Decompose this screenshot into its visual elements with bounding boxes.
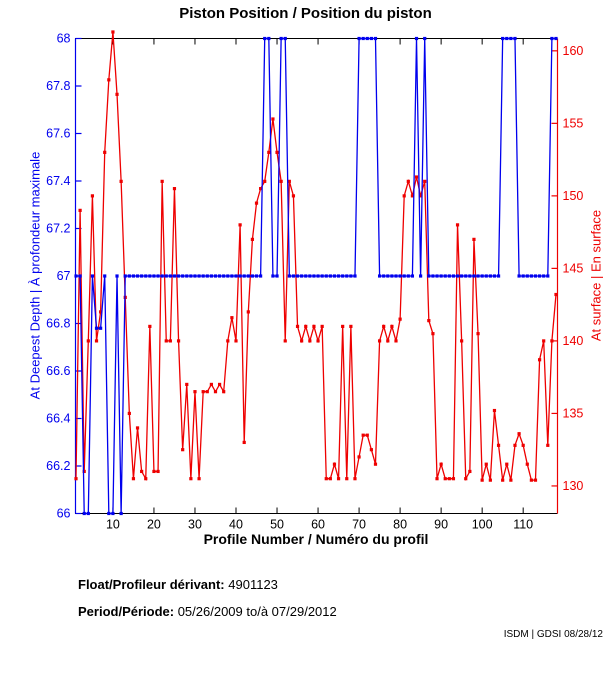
svg-text:67.6: 67.6 (46, 127, 70, 141)
svg-text:20: 20 (147, 518, 161, 532)
svg-text:30: 30 (188, 518, 202, 532)
axis-tick-labels: 10 20 30 40 50 60 70 80 90 100 110 66 66.2 66.4 66.6 66… (46, 32, 583, 532)
axis-ticks (75, 37, 558, 515)
svg-text:67.4: 67.4 (46, 174, 70, 188)
svg-text:66.2: 66.2 (46, 459, 70, 473)
svg-text:67.8: 67.8 (46, 79, 70, 93)
svg-text:160: 160 (563, 44, 584, 58)
period-value: 05/26/2009 to/à 07/29/2012 (177, 604, 337, 619)
svg-text:66.6: 66.6 (46, 364, 70, 378)
svg-text:135: 135 (563, 406, 584, 420)
issuer-stamp: ISDM | GDSI 08/28/12 (503, 629, 603, 640)
period-label: Period/Période: (78, 604, 175, 619)
svg-text:110: 110 (513, 518, 533, 532)
surface-series (74, 30, 558, 482)
piston-chart-plot: 10 20 30 40 50 60 70 80 90 100 110 66 66.2 66.4 66.6 66… (46, 30, 583, 532)
svg-text:90: 90 (434, 518, 448, 532)
svg-text:50: 50 (270, 518, 284, 532)
svg-text:10: 10 (106, 518, 120, 532)
svg-text:66.8: 66.8 (46, 317, 70, 331)
float-id-label: Float/Profileur dérivant: (78, 577, 225, 592)
svg-text:67.2: 67.2 (46, 222, 70, 236)
x-axis-label: Profile Number / Numéro du profil (203, 531, 429, 547)
svg-text:60: 60 (311, 518, 325, 532)
period-line: Period/Période: 05/26/2009 to/à 07/29/20… (78, 604, 337, 619)
svg-text:80: 80 (393, 518, 407, 532)
svg-text:130: 130 (563, 479, 584, 493)
float-id-line: Float/Profileur dérivant: 4901123 (78, 577, 278, 592)
svg-text:155: 155 (563, 116, 584, 130)
svg-text:68: 68 (57, 32, 71, 46)
float-id-value: 4901123 (228, 577, 278, 592)
svg-text:150: 150 (563, 189, 584, 203)
svg-text:100: 100 (472, 518, 493, 532)
chart-title: Piston Position / Position du piston (179, 5, 432, 22)
deepest-depth-series (74, 36, 558, 516)
svg-text:145: 145 (563, 261, 584, 275)
svg-text:66: 66 (57, 507, 71, 521)
svg-text:40: 40 (229, 518, 243, 532)
svg-text:66.4: 66.4 (46, 412, 70, 426)
svg-text:67: 67 (57, 269, 71, 283)
svg-text:70: 70 (352, 518, 366, 532)
svg-text:140: 140 (563, 334, 584, 348)
